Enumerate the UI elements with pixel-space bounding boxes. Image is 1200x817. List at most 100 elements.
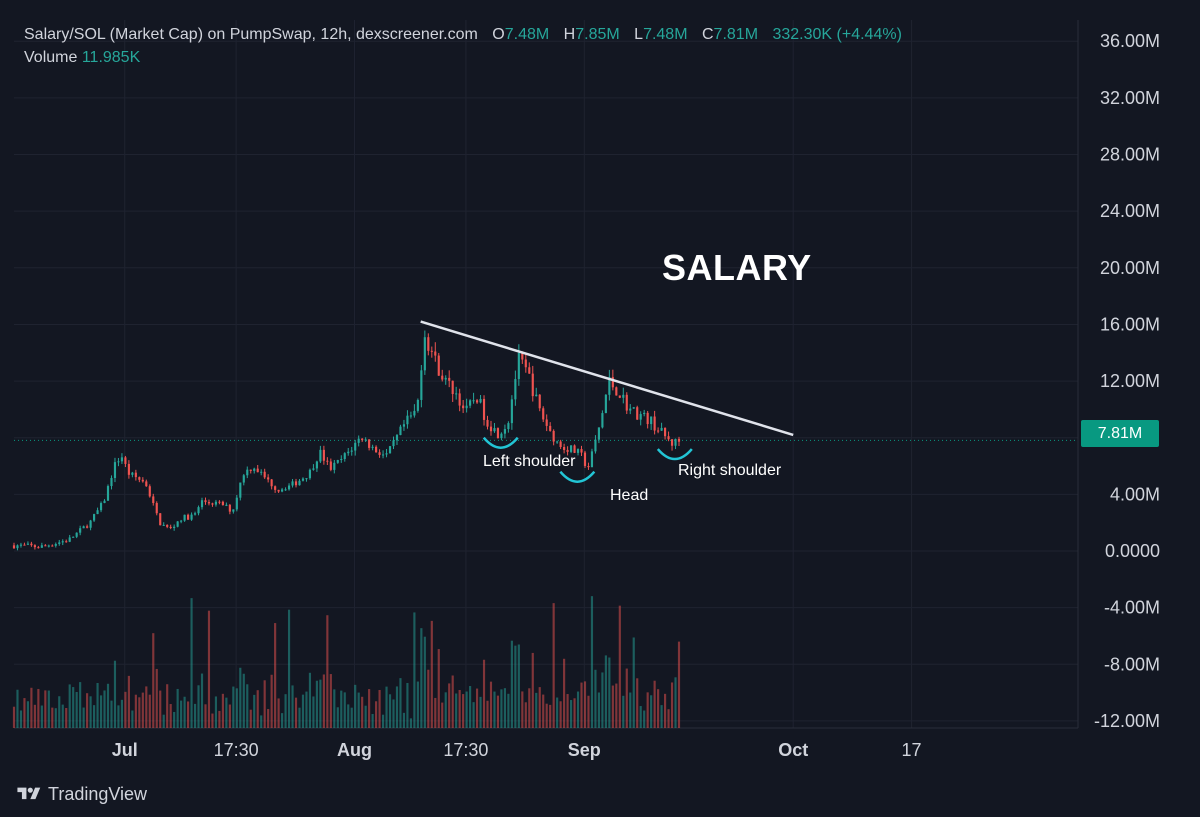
volume-bar <box>294 697 298 728</box>
y-tick-label: -8.00M <box>1104 654 1160 674</box>
candle-body <box>274 486 277 490</box>
volume-bar <box>535 692 538 728</box>
volume-bar <box>180 700 183 728</box>
volume-bar <box>301 694 305 728</box>
high-label: H <box>563 26 576 43</box>
candle-body <box>444 377 447 380</box>
volume-bar <box>40 705 43 728</box>
candles <box>12 330 681 551</box>
candle-body <box>559 441 562 448</box>
candle-body <box>479 398 482 403</box>
candle-body <box>395 435 399 441</box>
candle-body <box>594 439 597 452</box>
volume-bar <box>148 694 151 728</box>
candle-body <box>566 449 569 452</box>
candle-body <box>475 400 479 403</box>
volume-bar <box>79 682 82 728</box>
volume-bar <box>68 684 71 728</box>
candle-body <box>16 545 19 549</box>
candle-body <box>399 426 402 436</box>
volume-bar <box>260 715 263 728</box>
candle-body <box>423 337 426 371</box>
candle-body <box>618 395 621 398</box>
candle-body <box>625 394 628 411</box>
head-label: Head <box>610 487 649 504</box>
candle-body <box>503 429 506 434</box>
candle-body <box>643 412 646 415</box>
candle-body <box>211 503 214 505</box>
candle-body <box>152 496 155 504</box>
candle-body <box>193 513 197 515</box>
candle-body <box>521 352 524 360</box>
volume-bar <box>65 707 68 728</box>
candle-body <box>538 394 541 409</box>
volume-bar <box>381 714 385 728</box>
volume-bar <box>448 683 451 728</box>
volume-bar <box>663 693 667 728</box>
volume-bar <box>187 701 190 728</box>
volume-bar <box>402 712 406 728</box>
volume-bar <box>281 713 284 728</box>
candle-body <box>510 399 513 424</box>
volume-bar <box>214 696 218 728</box>
volume-bar <box>528 688 531 728</box>
candle-body <box>312 468 315 470</box>
volume-bar <box>552 603 555 728</box>
volume-bar <box>364 705 367 728</box>
volume-bar <box>524 702 527 728</box>
volume-bar <box>378 689 381 728</box>
volume-bar <box>590 596 594 728</box>
volume-bar <box>166 684 169 728</box>
candle-body <box>294 481 298 486</box>
trendline <box>420 320 794 437</box>
volume-bar <box>253 694 256 728</box>
volume-bar <box>152 633 155 728</box>
volume-bar <box>92 705 96 728</box>
candle-body <box>542 408 545 420</box>
volume-bar <box>576 691 580 728</box>
candle-body <box>26 543 30 545</box>
legend-line-1: Salary/SOL (Market Cap) on PumpSwap, 12h… <box>24 23 902 46</box>
volume-bar <box>61 704 64 728</box>
candle-body <box>267 477 270 480</box>
volume-bar <box>371 713 374 728</box>
candle-body <box>663 427 667 437</box>
candle-body <box>301 478 305 481</box>
volume-bar <box>159 690 162 728</box>
candle-body <box>573 445 576 453</box>
volume-bar <box>580 682 583 728</box>
low-value: 7.48M <box>643 26 688 43</box>
candle-body <box>549 425 552 431</box>
volume-bar <box>608 657 611 728</box>
volume-bar <box>89 696 92 728</box>
volume-bar <box>399 678 402 728</box>
volume-bar <box>625 668 628 728</box>
volume-bar <box>298 707 301 728</box>
candle-body <box>103 500 106 504</box>
volume-bar <box>138 697 141 728</box>
volume-bar <box>361 696 364 728</box>
volume-bar <box>211 713 214 728</box>
candle-body <box>89 520 92 528</box>
symbol-title[interactable]: Salary/SOL (Market Cap) on PumpSwap, 12h… <box>24 26 478 43</box>
pattern-arc <box>656 448 693 461</box>
volume-bar <box>350 707 353 728</box>
volume-bar <box>475 688 479 728</box>
volume-bar <box>162 714 165 728</box>
volume-label[interactable]: Volume <box>24 49 78 66</box>
candle-body <box>430 350 433 352</box>
volume-bar <box>312 696 315 728</box>
candle-body <box>361 438 364 441</box>
candle-body <box>291 481 294 486</box>
candle-body <box>364 439 367 441</box>
candle-body <box>131 472 134 475</box>
candle-body <box>162 524 165 526</box>
volume-bar <box>406 682 409 728</box>
volume-bar <box>291 685 294 728</box>
volume-bar <box>75 691 78 728</box>
volume-bar <box>385 686 388 728</box>
candle-body <box>40 545 43 548</box>
tradingview-brand[interactable]: TradingView <box>16 781 147 807</box>
candle-body <box>434 351 437 356</box>
